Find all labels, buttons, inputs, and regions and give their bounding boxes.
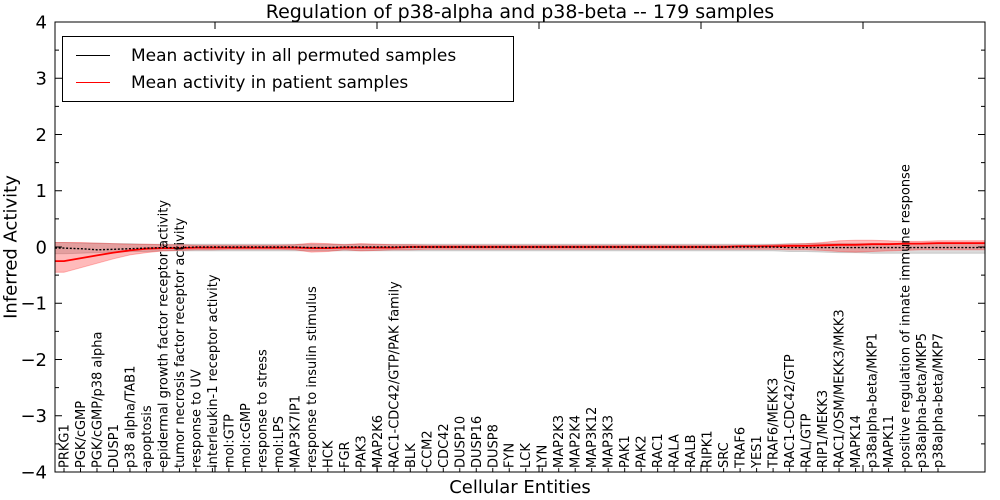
legend-item-patient: Mean activity in patient samples	[76, 69, 509, 96]
x-category-label: HCK	[321, 440, 336, 468]
y-tick-label: 1	[36, 181, 47, 202]
y-tick-labels: 4 3 2 1 0 −1 −2 −3 −4	[20, 12, 47, 483]
x-category-label: FGR	[338, 441, 353, 468]
x-category-label: TRAF6/MEKK3	[767, 378, 782, 469]
x-category-label: response to stress	[255, 349, 270, 468]
x-category-label: DUSP10	[453, 416, 468, 468]
x-category-label: PAK1	[618, 435, 633, 468]
y-tick-label: −2	[20, 350, 47, 371]
x-category-label: MAP2K4	[569, 415, 584, 468]
x-category-label: DUSP8	[486, 424, 501, 468]
x-category-label: RALB	[684, 434, 699, 468]
x-category-label: RAC1/OSM/MEKK3/MKK3	[833, 309, 848, 468]
x-category-label: LCK	[519, 443, 534, 468]
x-category-label: p38 alpha/TAB1	[124, 366, 139, 468]
x-category-label: TRAF6	[734, 427, 749, 469]
y-axis-ticks	[55, 21, 985, 473]
legend-line-black-icon	[76, 55, 110, 56]
x-category-label: DUSP16	[470, 416, 485, 468]
x-category-label: MAP2K6	[371, 415, 386, 468]
x-category-label: apoptosis	[140, 405, 155, 468]
x-category-label: MAPK14	[849, 415, 864, 468]
x-category-label: FYN	[503, 443, 518, 468]
x-axis-label: Cellular Entities	[449, 477, 591, 498]
x-category-label: RIPK1	[701, 430, 716, 468]
x-category-label: CDC42	[437, 423, 452, 468]
y-tick-label: 2	[36, 125, 47, 146]
x-category-label: LYN	[536, 445, 551, 468]
legend-label-patient: Mean activity in patient samples	[131, 72, 409, 93]
x-category-label: positive regulation of innate immune res…	[899, 164, 914, 468]
x-category-label: p38alpha-beta/MKP1	[866, 333, 881, 468]
x-category-label: PAK3	[354, 435, 369, 468]
x-category-label: RAC1-CDC42/GTP	[783, 354, 798, 468]
y-tick-label: 3	[36, 69, 47, 90]
x-category-label: RAC1	[651, 433, 666, 468]
x-category-label: MAP2K3	[552, 415, 567, 468]
y-tick-label: −3	[20, 406, 47, 427]
x-category-label: response to insulin stimulus	[305, 286, 320, 468]
x-category-label: PAK2	[635, 435, 650, 468]
legend-label-permuted: Mean activity in all permuted samples	[131, 45, 457, 66]
x-category-labels: PRKG1 PGK/cGMP PGK/cGMP/p38 alpha DUSP1 p38 …	[58, 164, 947, 469]
x-category-label: CCM2	[420, 430, 435, 468]
patient-mean-line	[55, 242, 985, 262]
x-category-label: mol:LPS	[272, 416, 287, 468]
x-category-label: interleukin-1 receptor activity	[206, 274, 221, 468]
x-category-label: MAP3K3	[602, 415, 617, 468]
x-category-label: MAP3K12	[585, 407, 600, 468]
y-tick-label: 4	[36, 12, 47, 33]
x-category-label: PGK/cGMP	[74, 401, 89, 468]
chart-title: Regulation of p38-alpha and p38-beta -- …	[265, 1, 775, 23]
x-category-label: RAC1-CDC42/GTP/PAK family	[387, 281, 402, 468]
x-category-label: mol:cGMP	[239, 403, 254, 468]
x-category-label: YES1	[750, 435, 765, 469]
x-category-label: SRC	[717, 442, 732, 468]
x-category-label: MAP3K7IP1	[288, 395, 303, 468]
legend-item-permuted: Mean activity in all permuted samples	[76, 42, 509, 69]
x-category-ticks	[63, 468, 939, 472]
legend-line-red-icon	[76, 82, 110, 83]
permuted-mean-line	[55, 246, 985, 251]
x-category-label: p38alpha-beta/MKP7	[932, 333, 947, 468]
x-category-label: RIP1/MEKK3	[816, 390, 831, 468]
x-category-label: BLK	[404, 443, 419, 468]
x-category-label: epidermal growth factor receptor activit…	[156, 200, 171, 468]
x-category-label: MAPK11	[882, 415, 897, 468]
y-tick-label: −1	[20, 294, 47, 315]
x-category-label: p38alpha-beta/MKP5	[915, 333, 930, 468]
y-tick-label: 0	[36, 237, 47, 258]
x-category-label: RAL/GTP	[800, 413, 815, 468]
x-category-label: PGK/cGMP/p38 alpha	[91, 332, 106, 468]
x-category-label: response to UV	[189, 369, 204, 468]
legend: Mean activity in all permuted samples Me…	[62, 36, 514, 102]
x-category-label: tumor necrosis factor receptor activity	[173, 217, 188, 468]
x-category-label: DUSP1	[107, 424, 122, 468]
x-category-label: RALA	[668, 434, 683, 468]
x-category-label: PRKG1	[58, 424, 73, 468]
y-tick-label: −4	[20, 462, 47, 483]
x-category-label: mol:GTP	[222, 414, 237, 468]
